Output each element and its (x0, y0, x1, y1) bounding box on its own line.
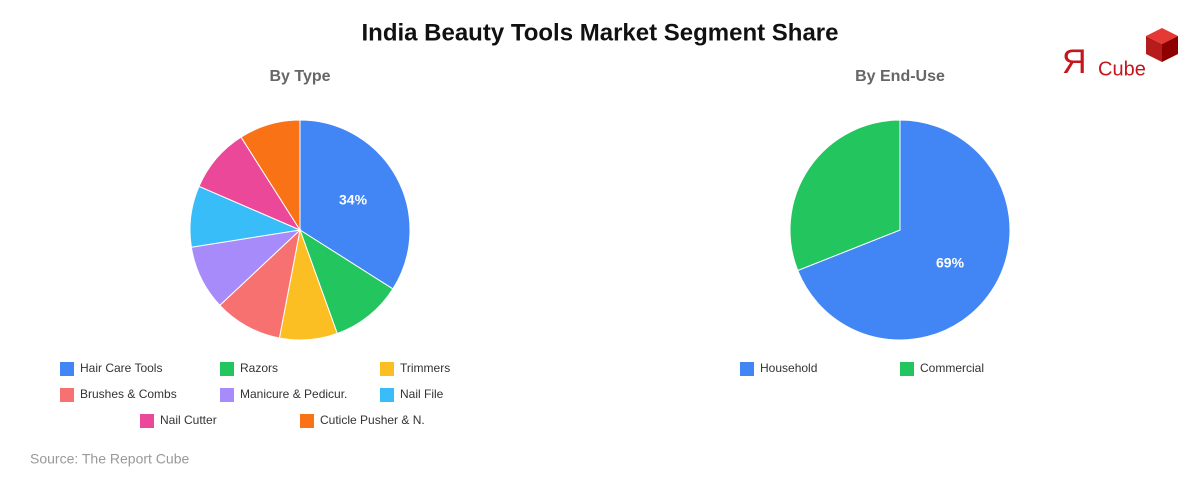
legend-swatch (740, 362, 754, 376)
legend-label: Household (760, 361, 817, 375)
legend-swatch (60, 362, 74, 376)
legend-label: Trimmers (400, 361, 450, 375)
pie-slice (797, 119, 1011, 341)
legend-swatch (60, 388, 74, 402)
legend-label: Commercial (920, 361, 984, 375)
legend-label: Manicure & Pedicur. (240, 387, 347, 401)
legend-swatch (300, 414, 314, 428)
legend-label: Nail File (400, 387, 444, 401)
legend-label: Hair Care Tools (80, 361, 162, 375)
legend-label: Razors (240, 361, 278, 375)
legend-label: Brushes & Combs (80, 387, 177, 401)
chart-title: By End-Use (855, 68, 945, 85)
legend-label: Nail Cutter (160, 413, 217, 427)
pie-slice (240, 119, 301, 232)
legend-label: Cuticle Pusher & N. (320, 413, 425, 427)
pie-slice (789, 119, 901, 272)
data-label: 34% (339, 192, 368, 208)
legend-swatch (140, 414, 154, 428)
logo: Я Cube (1062, 28, 1178, 81)
pie-slice (299, 228, 394, 335)
legend-swatch (900, 362, 914, 376)
legend-swatch (380, 388, 394, 402)
pie-slice (299, 119, 411, 290)
logo-cube-right (1162, 36, 1178, 62)
source: Source: The Report Cube (30, 451, 189, 467)
page-title: India Beauty Tools Market Segment Share (361, 19, 838, 46)
logo-cube-left (1146, 36, 1162, 62)
logo-text: Cube (1098, 58, 1146, 80)
legend-swatch (220, 362, 234, 376)
legend-swatch (380, 362, 394, 376)
data-label: 69% (936, 255, 965, 271)
logo-mark: Я (1062, 43, 1087, 81)
legend-swatch (220, 388, 234, 402)
chart-title: By Type (269, 68, 330, 85)
